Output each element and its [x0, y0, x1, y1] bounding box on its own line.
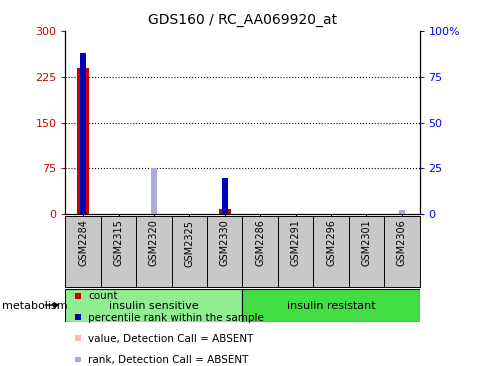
- Text: GSM2315: GSM2315: [113, 220, 123, 266]
- Bar: [221, 178, 227, 214]
- Text: GSM2301: GSM2301: [361, 220, 371, 266]
- Text: value, Detection Call = ABSENT: value, Detection Call = ABSENT: [88, 334, 253, 344]
- Text: GSM2325: GSM2325: [184, 220, 194, 266]
- Text: insulin resistant: insulin resistant: [286, 300, 375, 311]
- Text: GSM2296: GSM2296: [325, 220, 335, 266]
- Text: GSM2284: GSM2284: [78, 220, 88, 266]
- Bar: [151, 207, 157, 214]
- Text: GSM2306: GSM2306: [396, 220, 406, 266]
- Bar: [398, 210, 404, 214]
- Text: GSM2286: GSM2286: [255, 220, 265, 266]
- Text: percentile rank within the sample: percentile rank within the sample: [88, 313, 264, 322]
- FancyBboxPatch shape: [65, 289, 242, 322]
- Bar: [218, 209, 230, 214]
- Title: GDS160 / RC_AA069920_at: GDS160 / RC_AA069920_at: [148, 13, 336, 27]
- Text: rank, Detection Call = ABSENT: rank, Detection Call = ABSENT: [88, 355, 248, 365]
- Text: GSM2291: GSM2291: [290, 220, 300, 266]
- Text: metabolism: metabolism: [2, 300, 68, 311]
- FancyBboxPatch shape: [242, 289, 419, 322]
- Text: GSM2320: GSM2320: [149, 220, 159, 266]
- Bar: [151, 168, 157, 214]
- Text: insulin sensitive: insulin sensitive: [109, 300, 198, 311]
- Bar: [80, 53, 86, 214]
- Text: GSM2330: GSM2330: [219, 220, 229, 266]
- Bar: [77, 68, 89, 214]
- Text: count: count: [88, 291, 118, 301]
